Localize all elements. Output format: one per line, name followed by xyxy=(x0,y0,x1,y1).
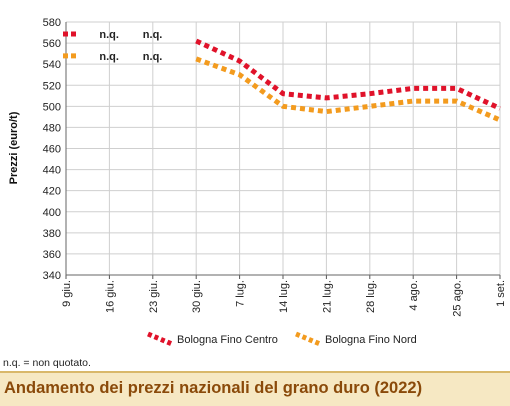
y-tick-label: 380 xyxy=(43,228,61,240)
legend-label: Bologna Fino Nord xyxy=(325,334,417,346)
x-tick-label: 30 giu. xyxy=(191,280,203,313)
y-tick-label: 420 xyxy=(43,186,61,198)
y-tick-label: 400 xyxy=(43,207,61,219)
y-tick-label: 340 xyxy=(43,270,61,282)
legend-swatch xyxy=(147,331,173,347)
y-tick-label: 360 xyxy=(43,249,61,261)
y-tick-label: 580 xyxy=(43,17,61,29)
nq-label: n.q. xyxy=(143,51,163,63)
y-tick-label: 560 xyxy=(43,38,61,50)
footnote: n.q. = non quotato. xyxy=(3,357,91,369)
series-lines xyxy=(195,38,502,123)
x-tick-label: 21 lug. xyxy=(321,280,333,313)
legend: Bologna Fino Centro Bologna Fino Nord xyxy=(147,331,417,347)
axes: 340 360 380 400 420 440 460 480 500 520 540 560 580 9… xyxy=(43,17,507,317)
nq-label: n.q. xyxy=(143,29,163,41)
series-line-bologna-fino-centro xyxy=(195,38,502,111)
y-tick-label: 540 xyxy=(43,59,61,71)
x-tick-label: 4 ago. xyxy=(408,280,420,311)
x-tick-label: 23 giu. xyxy=(148,280,160,313)
x-tick-label: 7 lug. xyxy=(235,280,247,307)
nq-annotations: n.q. n.q. n.q. n.q. xyxy=(63,29,162,63)
legend-label: Bologna Fino Centro xyxy=(177,334,278,346)
chart-title: Andamento dei prezzi nazionali del grano… xyxy=(4,379,423,397)
y-tick-label: 480 xyxy=(43,122,61,134)
chart: 340 360 380 400 420 440 460 480 500 520 540 560 580 9… xyxy=(8,17,507,347)
x-tick-label: 28 lug. xyxy=(365,280,377,313)
legend-swatch xyxy=(295,331,321,347)
y-tick-label: 500 xyxy=(43,101,61,113)
x-tick-label: 9 giu. xyxy=(61,280,73,307)
nq-label: n.q. xyxy=(99,51,119,63)
y-tick-label: 520 xyxy=(43,80,61,92)
nq-label: n.q. xyxy=(99,29,119,41)
title-bar: Andamento dei prezzi nazionali del grano… xyxy=(0,371,510,406)
grid xyxy=(65,21,501,276)
x-tick-label: 1 set. xyxy=(495,280,507,307)
x-tick-label: 16 giu. xyxy=(104,280,116,313)
x-tick-label: 14 lug. xyxy=(278,280,290,313)
y-tick-label: 460 xyxy=(43,144,61,156)
x-tick-label: 25 ago. xyxy=(452,280,464,317)
series-line-bologna-fino-nord xyxy=(195,56,502,123)
y-tick-label: 440 xyxy=(43,165,61,177)
y-axis-label: Prezzi (euro/t) xyxy=(8,111,20,184)
